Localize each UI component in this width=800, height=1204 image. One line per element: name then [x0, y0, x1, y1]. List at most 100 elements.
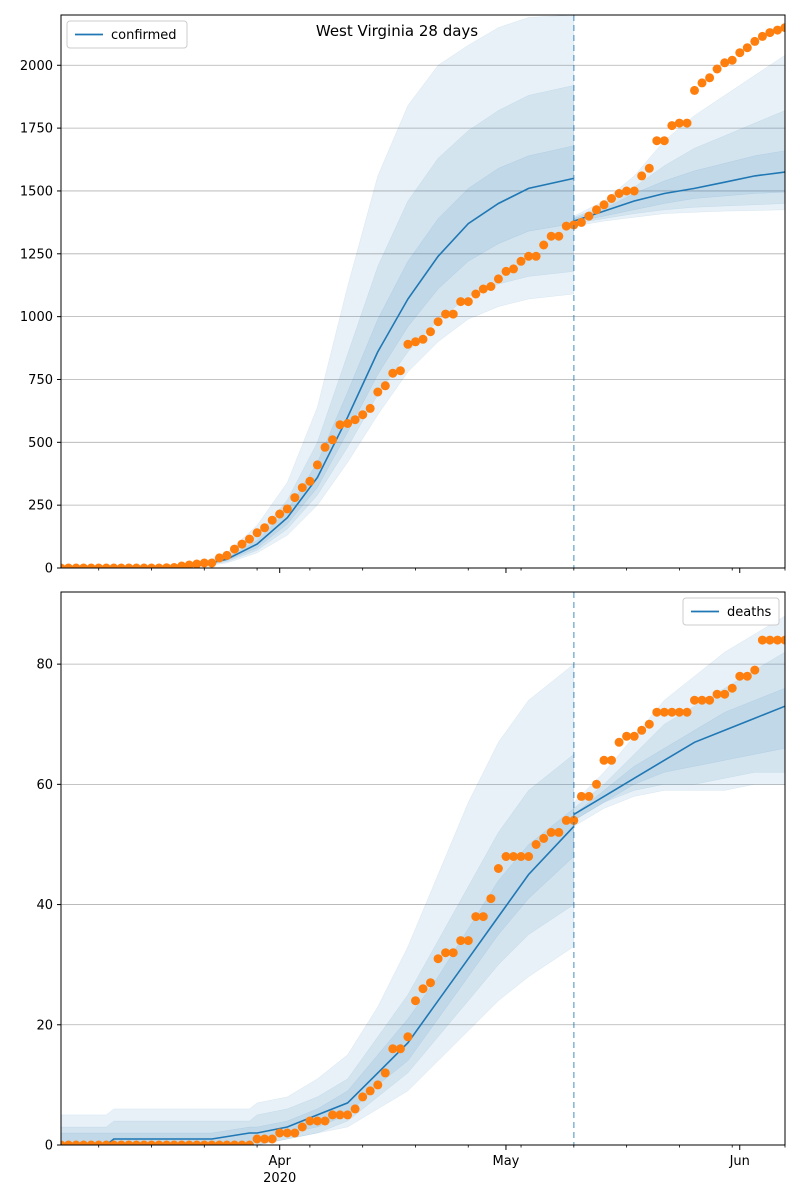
deaths-observed-point	[569, 815, 579, 825]
confirmed-observed-point	[682, 118, 692, 128]
deaths-observed-point	[644, 719, 654, 729]
confirmed-observed-point	[365, 403, 375, 413]
deaths-observed-point	[94, 1140, 104, 1145]
deaths-y-tick-label: 40	[36, 898, 53, 913]
deaths-observed-point	[297, 1122, 307, 1132]
confirmed-observed-point	[147, 563, 156, 568]
confirmed-observed-point	[116, 563, 126, 568]
deaths-observed-point	[546, 827, 556, 837]
deaths-observed-point	[780, 635, 785, 645]
confirmed-observed-point	[637, 171, 647, 181]
confirmed-observed-point	[712, 64, 722, 74]
deaths-observed-point	[343, 1110, 353, 1120]
confirmed-observed-point	[576, 217, 586, 227]
confirmed-observed-point	[290, 493, 300, 503]
confirmed-observed-point	[275, 509, 285, 519]
deaths-observed-point	[305, 1116, 315, 1126]
deaths-observed-point	[584, 791, 594, 801]
deaths-observed-point	[184, 1140, 194, 1145]
deaths-observed-point	[147, 1140, 156, 1145]
deaths-observed-point	[380, 1068, 390, 1078]
confirmed-observed-point	[622, 186, 632, 196]
confirmed-observed-point	[335, 420, 345, 430]
confirmed-observed-point	[524, 251, 534, 261]
confirmed-uncertainty-band-0	[61, 15, 575, 568]
deaths-observed-point	[373, 1080, 383, 1090]
deaths-observed-point	[727, 683, 737, 693]
deaths-observed-point	[312, 1116, 322, 1126]
deaths-observed-point	[705, 695, 715, 705]
deaths-observed-point	[418, 984, 428, 994]
confirmed-observed-point	[690, 85, 699, 95]
deaths-observed-point	[116, 1140, 126, 1145]
deaths-observed-point	[237, 1140, 247, 1145]
deaths-observed-point	[139, 1140, 149, 1145]
deaths-observed-point	[735, 671, 745, 681]
confirmed-observed-point	[501, 266, 511, 276]
deaths-y-tick-label: 60	[36, 778, 53, 793]
confirmed-observed-point	[139, 563, 149, 568]
deaths-observed-point	[177, 1140, 187, 1145]
deaths-observed-point	[765, 635, 775, 645]
deaths-observed-point	[154, 1140, 164, 1145]
confirmed-observed-point	[720, 58, 730, 68]
deaths-observed-point	[101, 1140, 111, 1145]
deaths-observed-point	[395, 1044, 405, 1054]
confirmed-observed-point	[584, 211, 594, 221]
confirmed-observed-point	[260, 523, 270, 533]
deaths-observed-point	[516, 852, 526, 861]
confirmed-observed-point	[177, 561, 187, 568]
confirmed-y-tick-label: 2000	[20, 59, 53, 74]
deaths-x-tick-label: Jun	[729, 1154, 750, 1169]
confirmed-observed-point	[411, 337, 420, 347]
confirmed-observed-point	[448, 309, 458, 319]
confirmed-observed-point	[486, 282, 496, 291]
confirmed-observed-point	[599, 200, 609, 210]
confirmed-y-tick-label: 1000	[20, 310, 53, 325]
deaths-observed-point	[245, 1140, 254, 1145]
confirmed-observed-point	[101, 563, 111, 568]
confirmed-observed-point	[561, 221, 571, 231]
confirmed-observed-point	[252, 528, 262, 538]
confirmed-observed-point	[184, 560, 194, 568]
confirmed-observed-point	[320, 442, 330, 452]
deaths-observed-point	[757, 635, 767, 645]
confirmed-y-tick-label: 500	[28, 436, 53, 451]
deaths-y-tick-label: 0	[45, 1139, 53, 1154]
confirmed-observed-point	[169, 563, 179, 568]
confirmed-observed-point	[757, 31, 767, 41]
deaths-observed-point	[441, 948, 451, 958]
confirmed-observed-point	[109, 563, 119, 568]
confirmed-observed-point	[705, 73, 715, 83]
deaths-observed-point	[388, 1044, 398, 1054]
confirmed-observed-point	[154, 563, 164, 568]
deaths-observed-point	[169, 1140, 179, 1145]
confirmed-observed-point	[245, 534, 254, 544]
deaths-observed-point	[403, 1032, 413, 1042]
confirmed-observed-point	[328, 435, 337, 445]
confirmed-observed-point	[780, 23, 785, 33]
confirmed-y-tick-label: 0	[45, 562, 53, 577]
confirmed-observed-point	[162, 563, 172, 568]
deaths-observed-point	[742, 671, 752, 681]
deaths-observed-point	[214, 1140, 224, 1145]
deaths-observed-point	[561, 815, 571, 825]
confirmed-uncertainty-band-2	[61, 145, 575, 568]
confirmed-observed-point	[659, 136, 669, 146]
confirmed-observed-point	[418, 334, 428, 344]
deaths-observed-point	[674, 707, 684, 717]
deaths-observed-point	[478, 912, 488, 922]
confirmed-observed-point	[607, 194, 616, 203]
deaths-observed-point	[109, 1140, 119, 1145]
confirmed-observed-point	[71, 563, 81, 568]
deaths-observed-point	[629, 731, 639, 741]
deaths-observed-point	[267, 1134, 277, 1144]
confirmed-observed-point	[124, 563, 134, 568]
confirmed-observed-point	[395, 366, 405, 376]
deaths-observed-point	[448, 948, 458, 958]
deaths-observed-point	[697, 695, 707, 705]
deaths-plot-area	[61, 615, 785, 1145]
confirmed-observed-point	[403, 339, 413, 349]
deaths-observed-point	[554, 827, 564, 837]
